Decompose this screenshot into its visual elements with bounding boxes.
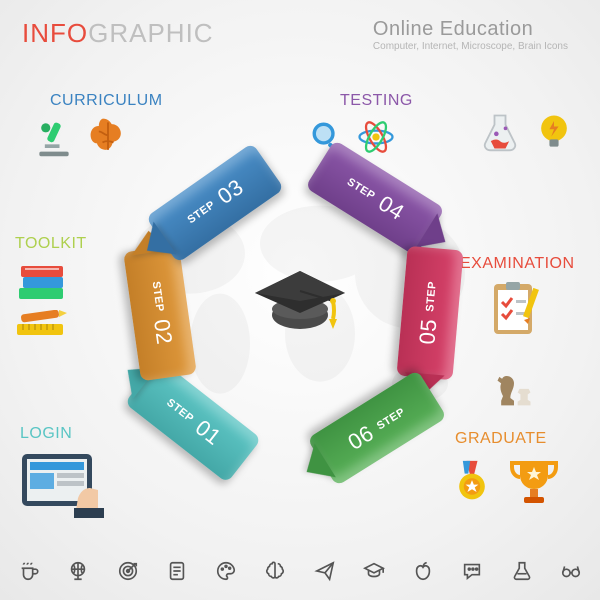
atom-icon: [354, 115, 398, 159]
center-graduation-cap-icon: [245, 243, 355, 353]
header: INFOGRAPHIC Online Education Computer, I…: [22, 18, 578, 49]
label-graduate: GRADUATE: [455, 430, 547, 448]
examination-mid-icons: [488, 280, 546, 338]
medal-icon: [450, 459, 494, 503]
globe-icon: [67, 560, 89, 582]
ruler-pencil-icon: [15, 310, 71, 340]
microscope-icon: [32, 115, 76, 159]
subtitle: Online Education: [373, 18, 568, 41]
title-word-1: INFO: [22, 18, 88, 48]
trophy-icon: [508, 455, 560, 507]
step-05-arrow: STEP 05: [396, 246, 463, 380]
label-testing: TESTING: [340, 92, 413, 110]
label-examination: EXAMINATION: [460, 255, 575, 273]
chat-icon: [461, 560, 483, 582]
books-icon: [15, 260, 71, 304]
graduate-award-icons: [450, 455, 560, 507]
infographic-stage: CURRICULUM TESTING TOOLKIT EXAMINATION L…: [0, 55, 600, 540]
apple-icon: [412, 560, 434, 582]
examination-top-icons: [478, 110, 576, 154]
graduate-chess-icons: [492, 365, 536, 409]
curriculum-icons: [32, 115, 130, 159]
palette-icon: [215, 560, 237, 582]
target-icon: [117, 560, 139, 582]
bulb-icon: [532, 110, 576, 154]
flask-icon: [478, 110, 522, 154]
tablet-hand-icon: [18, 450, 108, 520]
chess-icon: [492, 365, 536, 409]
label-curriculum: CURRICULUM: [50, 92, 163, 110]
beaker-icon: [511, 560, 533, 582]
tagline: Computer, Internet, Microscope, Brain Ic…: [373, 41, 568, 52]
label-login: LOGIN: [20, 425, 72, 443]
title: INFOGRAPHIC: [22, 18, 214, 49]
brain-icon: [86, 115, 130, 159]
glasses-icon: [560, 560, 582, 582]
brain-small-icon: [264, 560, 286, 582]
label-toolkit: TOOLKIT: [15, 235, 87, 253]
subtitle-block: Online Education Computer, Internet, Mic…: [373, 18, 568, 52]
note-icon: [166, 560, 188, 582]
cup-icon: [18, 560, 40, 582]
login-icons: [18, 450, 108, 520]
paper-plane-icon: [314, 560, 336, 582]
clipboard-icon: [488, 280, 546, 338]
toolkit-icons: [15, 260, 71, 340]
footer-icon-row: [18, 552, 582, 590]
cap-small-icon: [363, 560, 385, 582]
title-word-2: GRAPHIC: [88, 18, 213, 48]
